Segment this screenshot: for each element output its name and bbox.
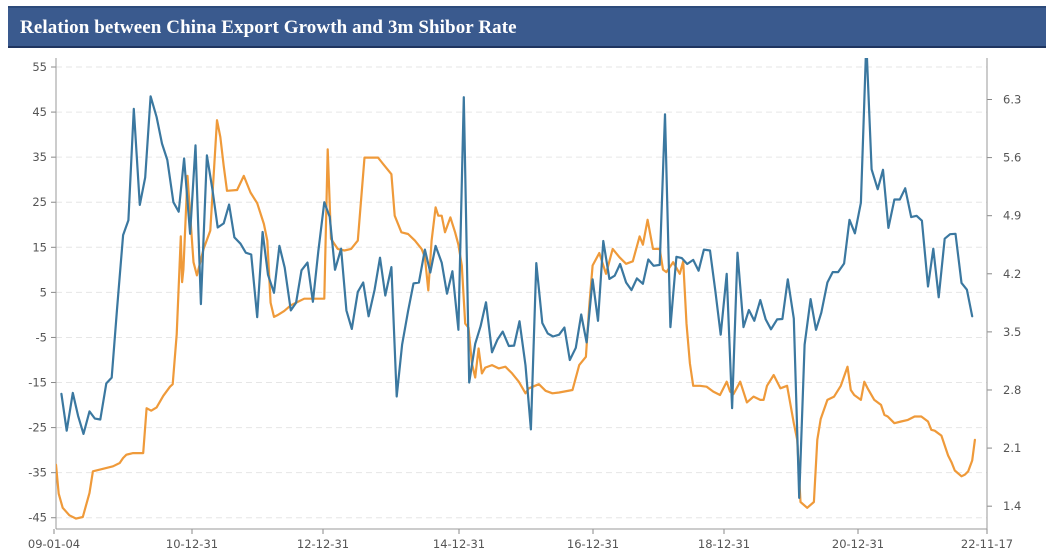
left-tick-label: -45 (28, 511, 47, 525)
chart-title-bar: Relation between China Export Growth and… (8, 6, 1046, 48)
right-tick-label: 2.8 (1003, 383, 1021, 397)
right-tick-label: 3.5 (1003, 325, 1021, 339)
right-tick-label: 1.4 (1003, 499, 1021, 513)
left-tick-label: 5 (40, 285, 47, 299)
series-lines (56, 58, 976, 520)
tick-labels: 55 45 35 25 15 5 -5 -15 -25 -35 -45 6.3 5.6 4.9 4.2 3.5… (28, 60, 1021, 551)
x-tick-label: 16-12-31 (567, 537, 619, 551)
export-growth-line (60, 58, 974, 499)
x-tick-label: 09-01-04 (28, 537, 80, 551)
x-tick-label: 22-11-17 (961, 537, 1013, 551)
x-tick-label: 12-12-31 (297, 537, 349, 551)
line-chart: 55 45 35 25 15 5 -5 -15 -25 -35 -45 6.3 5.6 4.9 4.2 3.5… (28, 58, 1021, 551)
x-tick-label: 18-12-31 (698, 537, 750, 551)
right-tick-label: 5.6 (1003, 151, 1021, 165)
right-tick-label: 4.9 (1003, 209, 1021, 223)
left-tick-label: 45 (32, 105, 47, 119)
x-tick-label: 10-12-31 (166, 537, 218, 551)
right-tick-label: 2.1 (1003, 441, 1021, 455)
chart-title: Relation between China Export Growth and… (20, 17, 517, 38)
left-tick-label: 55 (32, 60, 47, 74)
axes (51, 58, 992, 534)
left-tick-label: -35 (28, 466, 47, 480)
left-tick-label: 15 (32, 240, 47, 254)
x-tick-label: 14-12-31 (433, 537, 485, 551)
left-tick-label: -5 (36, 330, 47, 344)
right-tick-label: 6.3 (1003, 92, 1021, 106)
left-tick-label: 25 (32, 195, 47, 209)
left-tick-label: -25 (28, 421, 47, 435)
left-tick-label: -15 (28, 376, 47, 390)
grid-lines (56, 66, 987, 519)
x-tick-label: 20-12-31 (832, 537, 884, 551)
left-tick-label: 35 (32, 150, 47, 164)
right-tick-label: 4.2 (1003, 267, 1021, 281)
